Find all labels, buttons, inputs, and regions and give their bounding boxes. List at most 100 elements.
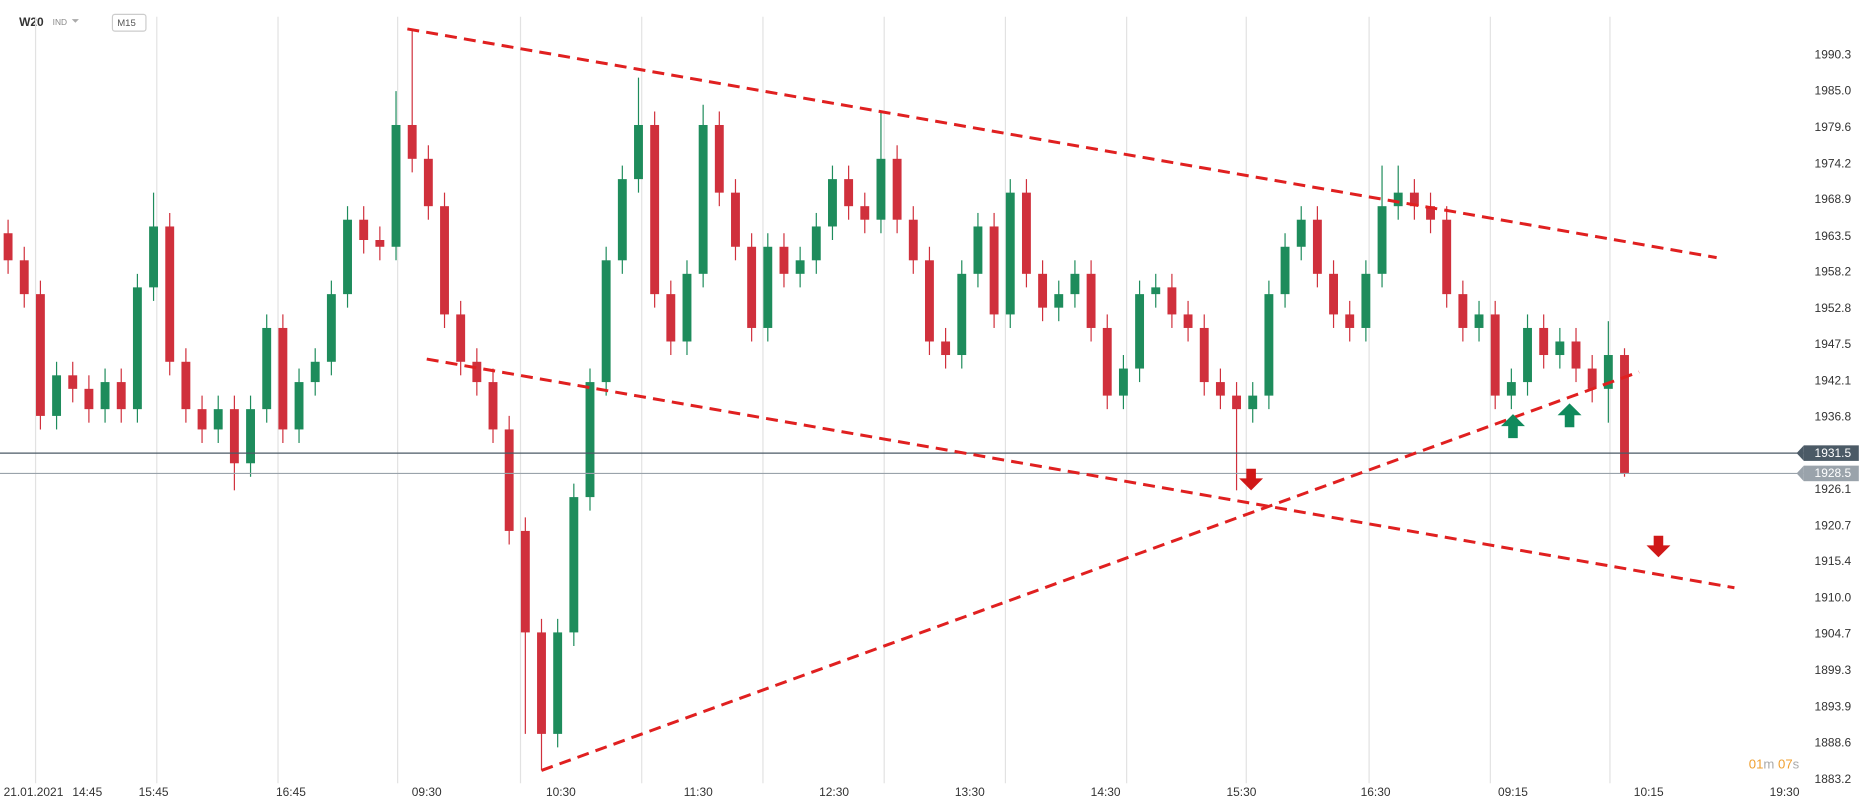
y-tick-label: 1947.5: [1815, 337, 1852, 351]
timer: 01m 07s: [1749, 757, 1800, 772]
candle-body: [1248, 395, 1258, 410]
candle-body: [1118, 368, 1128, 396]
candle-body: [1409, 192, 1419, 207]
candle-body: [1393, 192, 1403, 207]
candle-body: [472, 361, 482, 383]
y-tick-label: 1926.1: [1815, 482, 1852, 496]
y-tick-label: 1942.1: [1815, 374, 1852, 388]
candle-body: [278, 327, 288, 430]
price-label-box: [1803, 445, 1859, 461]
timer-seconds: 07: [1778, 757, 1793, 772]
signal-arrow: [1646, 535, 1671, 558]
candle-body: [941, 341, 951, 356]
candle-body: [1232, 395, 1242, 410]
candle-body: [326, 294, 336, 362]
candle-body: [343, 219, 352, 295]
candle-body: [569, 497, 579, 633]
timer-minutes-unit: m: [1763, 757, 1774, 772]
candle-body: [1280, 246, 1290, 295]
candle-body: [1345, 314, 1355, 328]
candle-body: [132, 287, 142, 410]
candle-body: [860, 206, 870, 220]
candle-body: [1183, 314, 1193, 328]
candle-body: [844, 179, 854, 207]
candle-body: [811, 226, 821, 261]
candle-body: [634, 124, 643, 180]
candle-body: [537, 632, 546, 734]
y-tick-label: 1952.8: [1815, 301, 1852, 315]
x-tick-label: 09:30: [412, 785, 442, 799]
candle-body: [1539, 327, 1549, 356]
y-tick-label: 1904.7: [1815, 627, 1852, 641]
candle-body: [375, 240, 385, 247]
candle-body: [1215, 382, 1225, 396]
candle-body: [553, 632, 563, 734]
timer-minutes: 01: [1749, 757, 1764, 772]
y-tick-label: 1899.3: [1815, 663, 1852, 677]
candle-body: [989, 226, 999, 315]
trendline: [426, 357, 1735, 590]
candle-body: [1506, 382, 1516, 396]
candle-body: [698, 124, 708, 274]
candle-body: [908, 219, 918, 261]
y-tick-label: 1893.9: [1815, 700, 1852, 714]
trendline: [407, 27, 1717, 260]
candle-body: [1005, 192, 1015, 315]
price-label-tip: [1796, 445, 1804, 461]
date-label: 21.01.2021: [4, 785, 64, 799]
y-tick-label: 1963.5: [1815, 229, 1852, 243]
candle-body: [116, 382, 126, 410]
y-tick-label: 1883.2: [1815, 772, 1852, 786]
trendline: [540, 370, 1640, 772]
price-label: 1928.5: [1815, 466, 1852, 480]
candle-body: [973, 226, 983, 274]
x-tick-label: 13:30: [955, 785, 985, 799]
price-label: 1931.5: [1815, 446, 1852, 460]
x-tick-label: 15:45: [139, 785, 169, 799]
candle-body: [617, 179, 627, 261]
candle-body: [391, 124, 401, 247]
candle-body: [1442, 219, 1452, 295]
candle-body: [666, 294, 676, 342]
symbol-dropdown[interactable]: [71, 19, 79, 23]
signal-arrow: [1557, 403, 1582, 428]
timeframe-button[interactable]: [111, 13, 147, 32]
signal-arrow: [1239, 468, 1264, 491]
candle-body: [504, 429, 514, 531]
candle-body: [520, 530, 530, 633]
candle-body: [456, 314, 466, 362]
candle-body: [229, 409, 239, 464]
candle-body: [682, 273, 692, 342]
candle-body: [957, 273, 967, 356]
x-tick-label: 12:30: [819, 785, 849, 799]
candle-body: [1021, 192, 1031, 274]
candle-body: [19, 260, 29, 295]
candle-body: [149, 226, 159, 288]
x-tick-label: 19:30: [1770, 785, 1800, 799]
candle-body: [1426, 206, 1435, 220]
candle-body: [731, 192, 740, 247]
candle-body: [197, 409, 207, 430]
candle-body: [1312, 219, 1322, 274]
x-tick-label: 09:15: [1498, 785, 1528, 799]
candle-body: [100, 382, 110, 410]
candle-body: [35, 294, 45, 416]
candle-body: [213, 409, 223, 430]
candle-body: [52, 375, 62, 416]
candle-body: [3, 233, 13, 261]
y-tick-label: 1936.8: [1815, 409, 1852, 423]
y-tick-label: 1920.7: [1815, 518, 1852, 532]
candle-body: [423, 158, 433, 207]
candle-body: [1377, 206, 1387, 274]
candle-body: [1264, 294, 1274, 396]
timeframe[interactable]: M15: [117, 18, 136, 29]
candle-body: [763, 246, 773, 328]
x-tick-label: 11:30: [684, 785, 713, 799]
candle-body: [1151, 287, 1161, 295]
candle-body: [1167, 287, 1177, 315]
candle-body: [1555, 341, 1565, 356]
price-label-tip: [1796, 465, 1804, 482]
symbol[interactable]: W20: [19, 15, 44, 29]
